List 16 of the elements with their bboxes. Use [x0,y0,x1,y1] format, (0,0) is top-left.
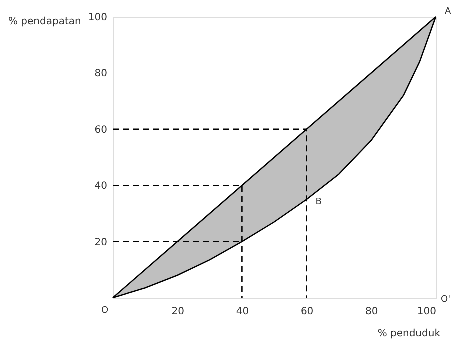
x-tick-label: 60 [300,306,314,318]
annotation: A [445,7,452,17]
x-tick-label: 20 [172,306,184,318]
text: O' [441,295,451,305]
x-tick-label: 40 [236,306,250,318]
y-tick-label: 60 [94,124,108,136]
y-tick-label: 40 [94,181,108,192]
y-tick-label: 100 [88,12,108,24]
y-tick-label: 80 [94,68,108,80]
y-tick-label: 20 [94,237,108,248]
annotation: B [316,198,322,208]
x-tick-label: 80 [366,306,378,318]
x-tick-label: 100 [417,306,436,318]
annotation: O [101,306,109,316]
y-axis-title: % pendapatan [8,16,82,28]
x-axis-title: % penduduk [378,328,441,340]
